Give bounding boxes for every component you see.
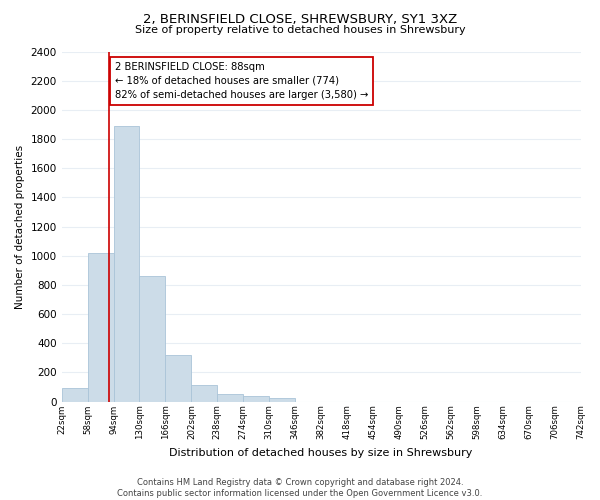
Bar bbox=[243, 396, 269, 402]
Text: Size of property relative to detached houses in Shrewsbury: Size of property relative to detached ho… bbox=[134, 25, 466, 35]
Bar bbox=[269, 398, 295, 402]
Y-axis label: Number of detached properties: Number of detached properties bbox=[15, 144, 25, 308]
X-axis label: Distribution of detached houses by size in Shrewsbury: Distribution of detached houses by size … bbox=[169, 448, 473, 458]
Bar bbox=[217, 394, 243, 402]
Bar bbox=[166, 355, 191, 402]
Text: Contains HM Land Registry data © Crown copyright and database right 2024.
Contai: Contains HM Land Registry data © Crown c… bbox=[118, 478, 482, 498]
Text: 2 BERINSFIELD CLOSE: 88sqm
← 18% of detached houses are smaller (774)
82% of sem: 2 BERINSFIELD CLOSE: 88sqm ← 18% of deta… bbox=[115, 62, 368, 100]
Bar bbox=[191, 384, 217, 402]
Bar bbox=[62, 388, 88, 402]
Bar bbox=[139, 276, 166, 402]
Text: 2, BERINSFIELD CLOSE, SHREWSBURY, SY1 3XZ: 2, BERINSFIELD CLOSE, SHREWSBURY, SY1 3X… bbox=[143, 12, 457, 26]
Bar bbox=[88, 253, 113, 402]
Bar bbox=[113, 126, 139, 402]
